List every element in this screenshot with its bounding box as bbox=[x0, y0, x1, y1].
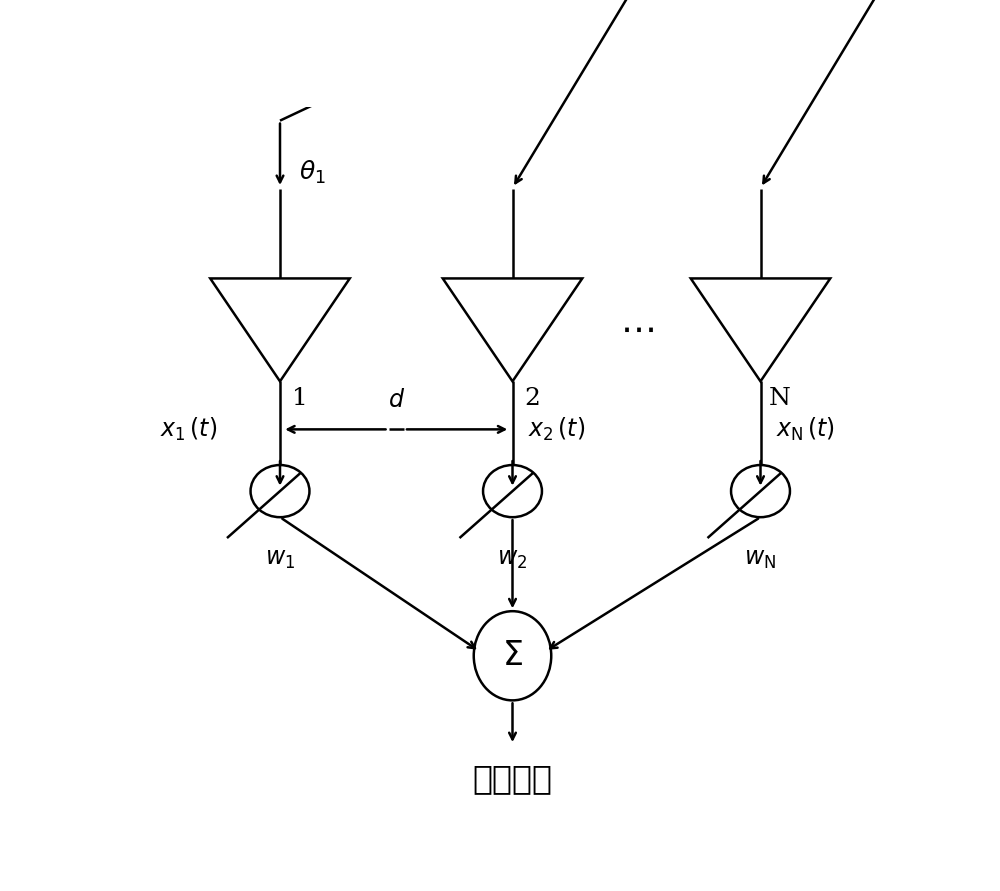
Text: $\Sigma$: $\Sigma$ bbox=[502, 640, 523, 672]
Text: $\theta_1$: $\theta_1$ bbox=[299, 159, 326, 185]
Text: 2: 2 bbox=[524, 387, 540, 410]
Text: $d$: $d$ bbox=[388, 389, 405, 413]
Text: 1: 1 bbox=[292, 387, 307, 410]
Text: $x_\mathrm{N}\,(t)$: $x_\mathrm{N}\,(t)$ bbox=[776, 416, 835, 443]
Text: $w_1$: $w_1$ bbox=[265, 548, 295, 571]
Text: $x_2\,(t)$: $x_2\,(t)$ bbox=[528, 416, 585, 443]
Text: $\cdots$: $\cdots$ bbox=[620, 313, 653, 347]
Text: 阵列输出: 阵列输出 bbox=[473, 762, 552, 795]
Text: $w_\mathrm{N}$: $w_\mathrm{N}$ bbox=[744, 548, 777, 571]
Text: $x_1\,(t)$: $x_1\,(t)$ bbox=[160, 416, 217, 443]
Text: $w_2$: $w_2$ bbox=[497, 548, 528, 571]
Text: N: N bbox=[768, 387, 790, 410]
